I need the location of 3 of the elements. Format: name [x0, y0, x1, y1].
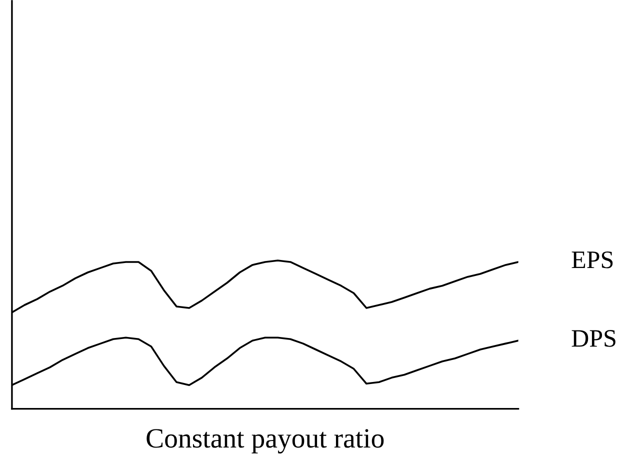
text: EPS	[572, 251, 613, 268]
x-axis-title: Constant payout ratio	[146, 429, 384, 454]
text: DPS	[572, 330, 616, 347]
